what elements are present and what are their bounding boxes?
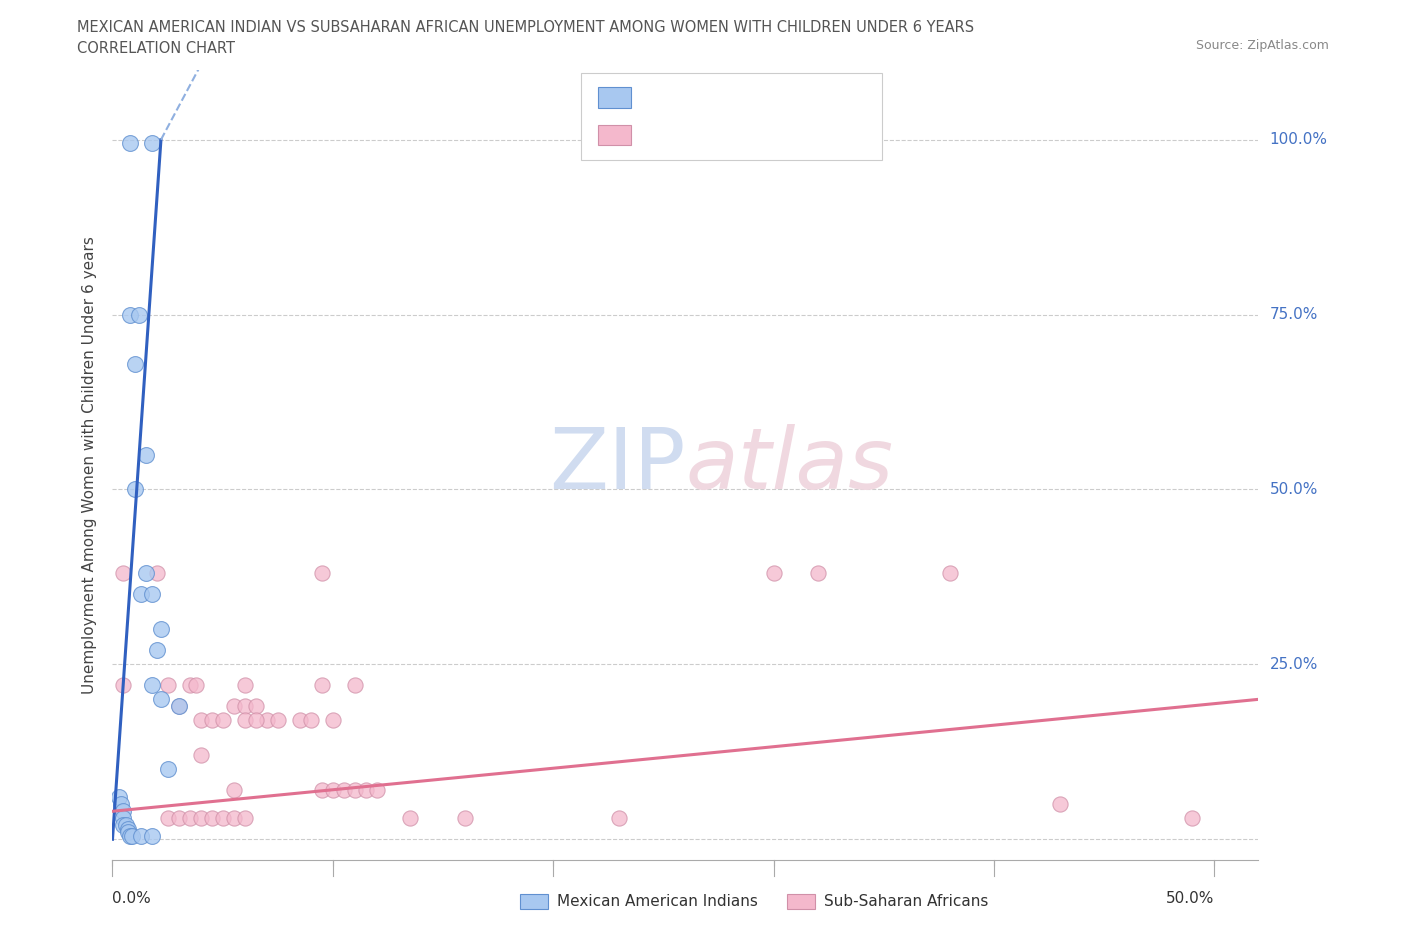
Point xyxy=(120,136,142,151)
Point xyxy=(167,811,190,826)
Point xyxy=(233,699,256,714)
Text: CORRELATION CHART: CORRELATION CHART xyxy=(77,41,235,56)
Point xyxy=(211,713,233,728)
Point xyxy=(156,811,179,826)
Point xyxy=(311,783,333,798)
Text: 0.611: 0.611 xyxy=(672,88,724,107)
Point xyxy=(108,790,131,804)
Point xyxy=(366,783,388,798)
Point xyxy=(354,783,377,798)
Point xyxy=(343,678,366,693)
Point xyxy=(343,783,366,798)
Point xyxy=(112,811,135,826)
Point xyxy=(201,811,224,826)
Point xyxy=(156,762,179,777)
Point xyxy=(299,713,322,728)
Text: 50.0%: 50.0% xyxy=(1166,891,1215,906)
Point xyxy=(141,587,163,602)
Point xyxy=(201,713,224,728)
Text: R =: R = xyxy=(640,126,676,144)
Point xyxy=(145,643,167,658)
Point xyxy=(149,692,172,707)
Point xyxy=(245,699,267,714)
Text: ZIP: ZIP xyxy=(548,423,686,507)
Point xyxy=(1181,811,1204,826)
Point xyxy=(112,817,135,832)
Text: R =: R = xyxy=(640,88,676,107)
Point xyxy=(121,829,143,844)
Point xyxy=(114,817,136,832)
Point xyxy=(1049,797,1071,812)
Point xyxy=(190,811,212,826)
Point xyxy=(399,811,422,826)
Text: 25.0%: 25.0% xyxy=(1270,657,1317,671)
Text: 50.0%: 50.0% xyxy=(1270,482,1317,497)
Point xyxy=(322,713,344,728)
Text: Sub-Saharan Africans: Sub-Saharan Africans xyxy=(824,894,988,909)
Point xyxy=(311,678,333,693)
Point xyxy=(117,825,139,840)
Point xyxy=(128,307,150,322)
Text: Mexican American Indians: Mexican American Indians xyxy=(557,894,758,909)
Point xyxy=(233,713,256,728)
Text: atlas: atlas xyxy=(686,423,893,507)
Point xyxy=(762,566,785,581)
Point xyxy=(124,356,146,371)
Point xyxy=(135,447,157,462)
Point xyxy=(233,678,256,693)
Point xyxy=(233,811,256,826)
Point xyxy=(120,829,142,844)
Point xyxy=(222,783,245,798)
Point xyxy=(322,783,344,798)
Point xyxy=(186,678,208,693)
Point xyxy=(454,811,477,826)
Text: N =: N = xyxy=(724,126,772,144)
Point xyxy=(245,713,267,728)
Point xyxy=(129,587,152,602)
Point xyxy=(112,566,135,581)
Text: 48: 48 xyxy=(766,126,789,144)
Point xyxy=(267,713,290,728)
Point xyxy=(167,699,190,714)
Point xyxy=(311,566,333,581)
Point xyxy=(807,566,830,581)
Point xyxy=(141,136,163,151)
Point xyxy=(256,713,278,728)
Point xyxy=(141,678,163,693)
Point xyxy=(110,797,132,812)
Point xyxy=(190,748,212,763)
Text: 28: 28 xyxy=(766,88,789,107)
Point xyxy=(129,829,152,844)
Point xyxy=(333,783,356,798)
Point xyxy=(145,566,167,581)
Point xyxy=(156,678,179,693)
Y-axis label: Unemployment Among Women with Children Under 6 years: Unemployment Among Women with Children U… xyxy=(82,236,97,694)
Point xyxy=(222,811,245,826)
Text: Source: ZipAtlas.com: Source: ZipAtlas.com xyxy=(1195,39,1329,52)
Text: N =: N = xyxy=(724,88,772,107)
Point xyxy=(179,811,201,826)
Text: 0.0%: 0.0% xyxy=(112,891,152,906)
Point xyxy=(112,804,135,818)
Point xyxy=(288,713,311,728)
Point xyxy=(135,566,157,581)
Point xyxy=(141,829,163,844)
Point xyxy=(211,811,233,826)
Text: 0.222: 0.222 xyxy=(672,126,725,144)
Point xyxy=(124,482,146,497)
Point xyxy=(149,622,172,637)
Text: 75.0%: 75.0% xyxy=(1270,307,1317,322)
Point xyxy=(190,713,212,728)
Point xyxy=(607,811,630,826)
Point xyxy=(117,821,139,836)
Point xyxy=(120,307,142,322)
Point xyxy=(112,678,135,693)
Point xyxy=(939,566,962,581)
Text: MEXICAN AMERICAN INDIAN VS SUBSAHARAN AFRICAN UNEMPLOYMENT AMONG WOMEN WITH CHIL: MEXICAN AMERICAN INDIAN VS SUBSAHARAN AF… xyxy=(77,20,974,35)
Point xyxy=(222,699,245,714)
Point xyxy=(167,699,190,714)
Text: 100.0%: 100.0% xyxy=(1270,132,1327,147)
Point xyxy=(179,678,201,693)
